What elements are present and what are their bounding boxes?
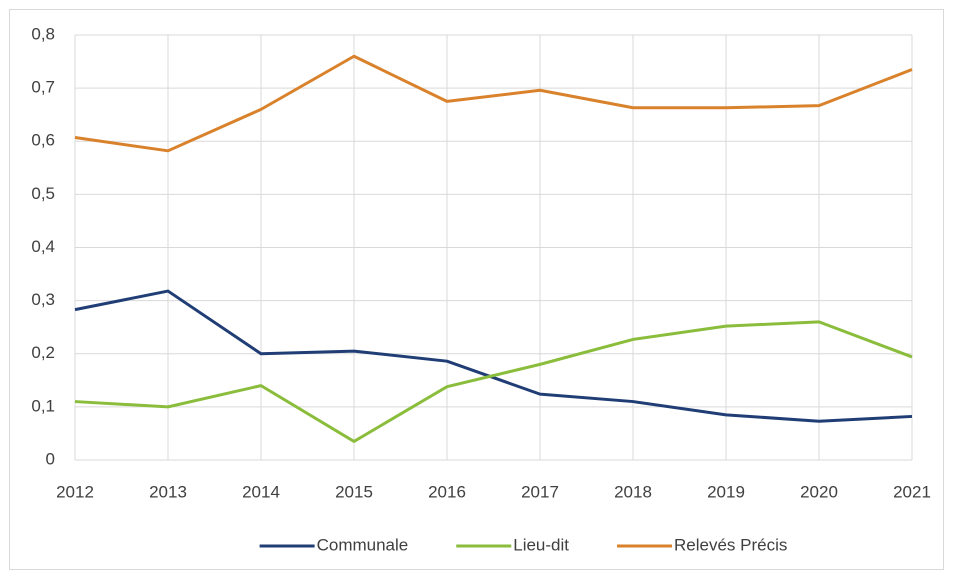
- y-tick-label: 0,1: [31, 396, 55, 415]
- y-tick-label: 0,7: [31, 78, 55, 97]
- legend-label: Relevés Précis: [674, 535, 787, 554]
- y-tick-label: 0,6: [31, 131, 55, 150]
- y-tick-label: 0,8: [31, 24, 55, 43]
- x-tick-label: 2021: [893, 482, 931, 501]
- x-tick-label: 2012: [56, 482, 94, 501]
- legend-label: Lieu-dit: [513, 535, 569, 554]
- x-tick-label: 2013: [149, 482, 187, 501]
- y-tick-label: 0,4: [31, 237, 55, 256]
- line-series: [74, 289, 913, 423]
- y-tick-label: 0,2: [31, 343, 55, 362]
- y-tick-label: 0,5: [31, 184, 55, 203]
- x-tick-label: 2017: [521, 482, 559, 501]
- line-series: [74, 320, 913, 443]
- y-tick-label: 0,3: [31, 290, 55, 309]
- x-tick-label: 2014: [242, 482, 280, 501]
- line-series: [74, 54, 913, 153]
- x-tick-label: 2016: [428, 482, 466, 501]
- x-tick-label: 2015: [335, 482, 373, 501]
- legend-label: Communale: [317, 535, 409, 554]
- x-tick-label: 2019: [707, 482, 745, 501]
- y-tick-label: 0: [46, 449, 55, 468]
- chart-border: [9, 9, 944, 570]
- x-tick-label: 2018: [614, 482, 652, 501]
- x-tick-label: 2020: [800, 482, 838, 501]
